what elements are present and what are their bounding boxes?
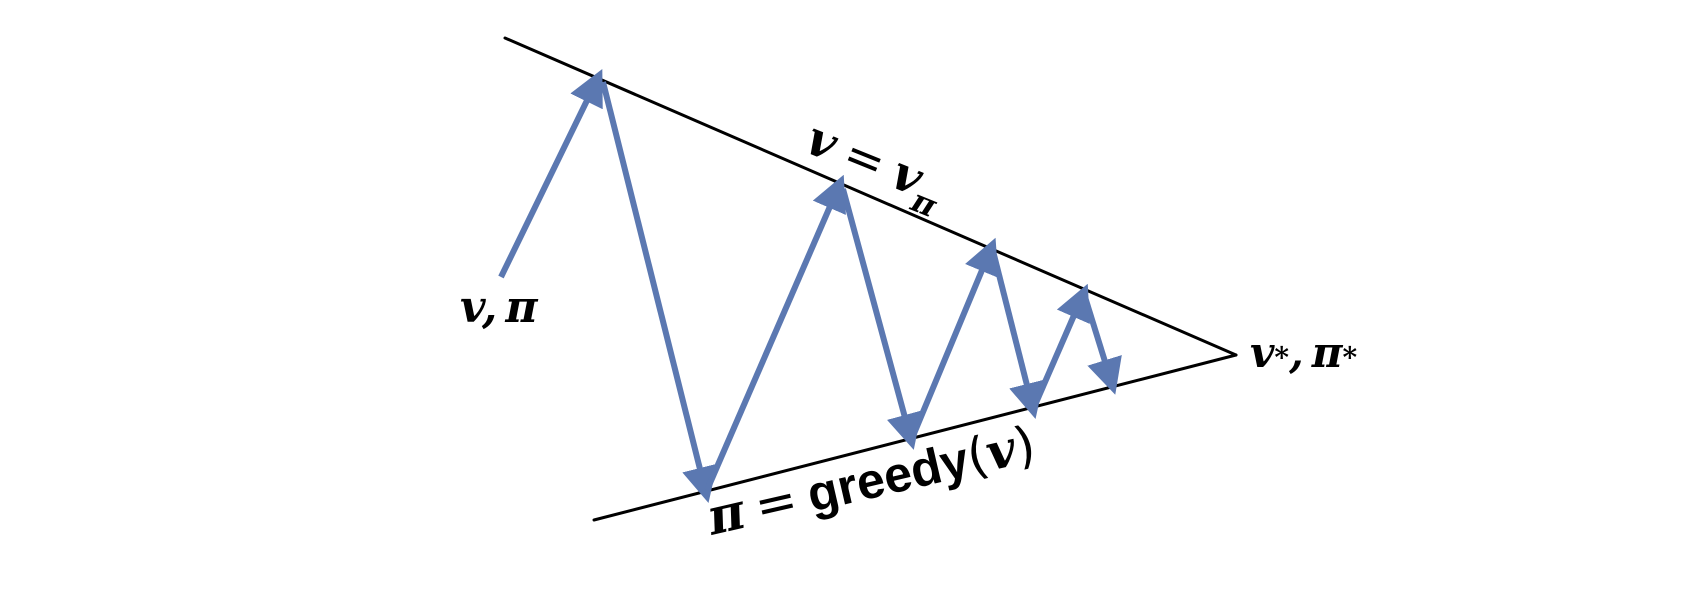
start-pi: π — [504, 282, 538, 333]
arrow-upper-to-lower-4 — [1082, 296, 1122, 395]
arrow-lower-to-upper-2 — [910, 237, 999, 438]
start-comma: , — [481, 282, 497, 333]
arrow-upper-to-lower-1 — [600, 81, 718, 503]
upper-v: v — [799, 110, 847, 173]
end-v-sub: * — [1274, 341, 1289, 374]
arrow-upper-to-lower-2 — [840, 188, 922, 450]
lower-label: π=greedy(v) — [700, 414, 1040, 547]
end-pi: π — [1311, 328, 1344, 377]
end-comma: , — [1288, 328, 1304, 377]
arrow-upper-to-lower-3 — [990, 250, 1045, 419]
arrow-lower-to-upper-1 — [704, 174, 846, 492]
upper-equals: = — [835, 125, 893, 192]
upper-label: v=vπ — [795, 110, 953, 225]
end-pi-sub: * — [1342, 341, 1357, 374]
end-v: v — [1250, 328, 1275, 377]
end-label: v*, π* — [1250, 328, 1357, 377]
lower-equals: = — [749, 470, 803, 536]
arrow-lower-to-upper-3 — [1032, 283, 1090, 407]
upper-line-value-consistent — [503, 36, 1238, 357]
start-v: v — [460, 282, 486, 333]
start-label: v, π — [460, 282, 538, 333]
svg-text:π=greedy(v): π=greedy(v) — [700, 414, 1040, 547]
arrow-group — [498, 69, 1122, 503]
arrow-start-to-upper — [498, 69, 603, 279]
svg-text:v=vπ: v=vπ — [795, 110, 953, 225]
lower-pi: π — [700, 481, 751, 547]
